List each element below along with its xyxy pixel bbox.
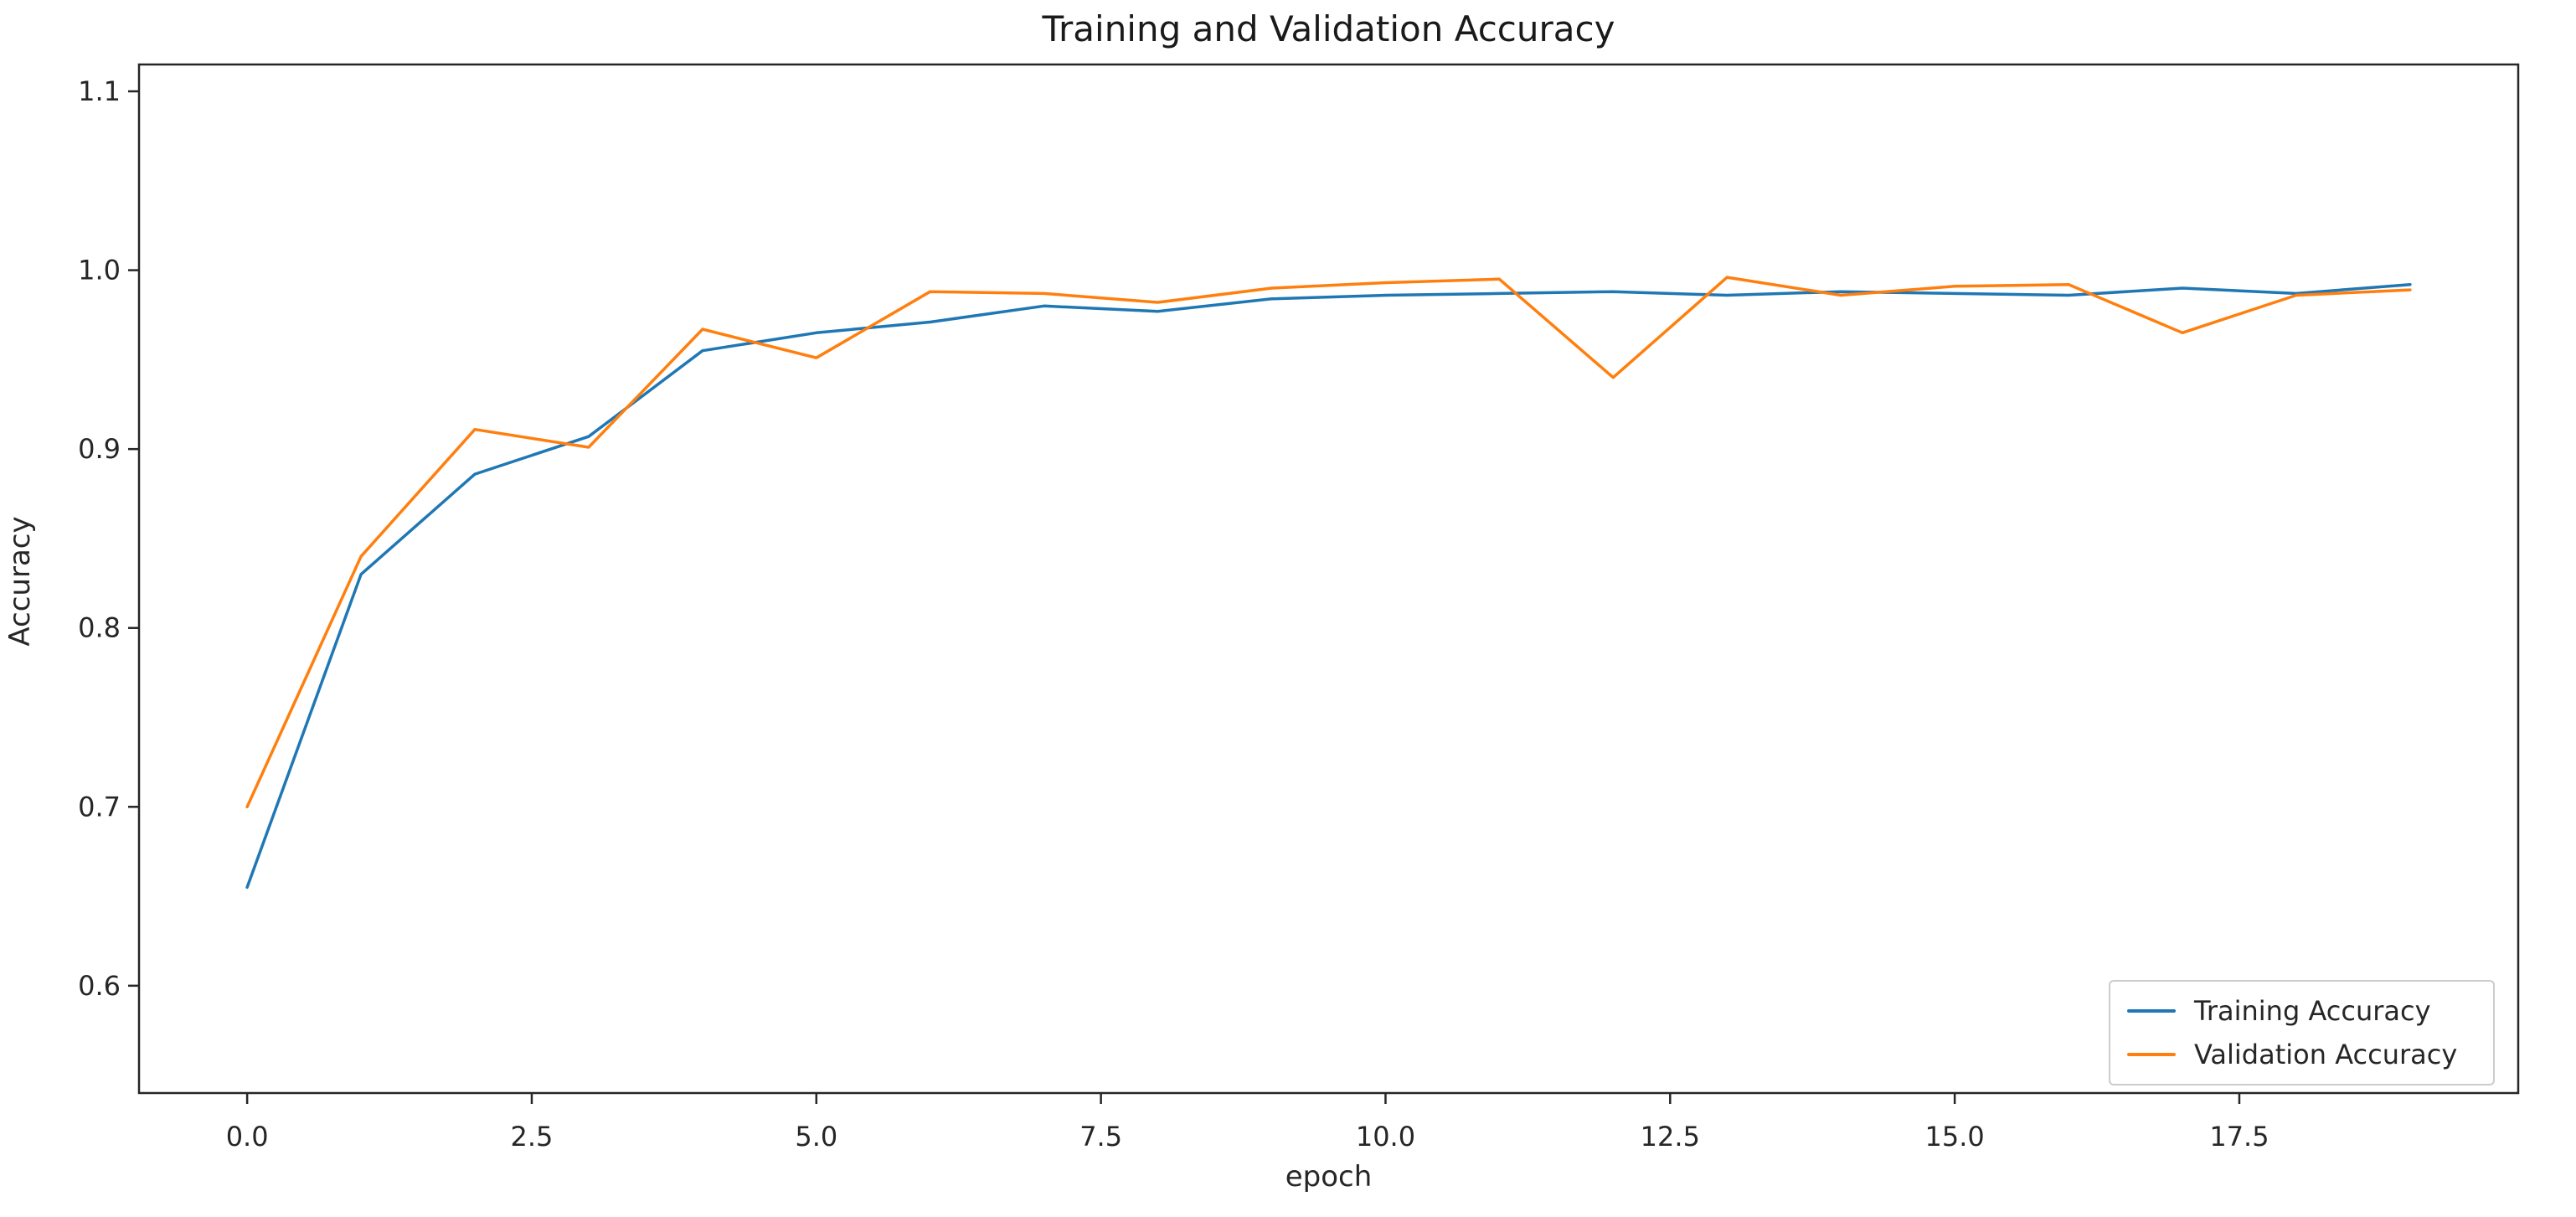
validation-line-sample xyxy=(2127,1053,2176,1056)
x-tick-label: 12.5 xyxy=(1641,1121,1700,1153)
x-tick-label: 15.0 xyxy=(1925,1121,1985,1153)
training-line-sample xyxy=(2127,1009,2176,1013)
x-tick-label: 5.0 xyxy=(795,1121,837,1153)
legend-label-validation: Validation Accuracy xyxy=(2194,1039,2458,1070)
y-tick-label: 0.8 xyxy=(78,612,121,644)
x-tick-label: 10.0 xyxy=(1356,1121,1415,1153)
legend-label-training: Training Accuracy xyxy=(2194,995,2431,1027)
validation-accuracy-line xyxy=(245,276,2412,809)
y-tick-label: 1.0 xyxy=(78,255,121,286)
x-tick-label: 2.5 xyxy=(511,1121,554,1153)
legend-entry-validation: Validation Accuracy xyxy=(2127,1039,2493,1070)
legend: Training Accuracy Validation Accuracy xyxy=(2109,980,2495,1086)
axes-spines xyxy=(137,63,2520,1095)
y-tick-label: 1.1 xyxy=(78,75,121,107)
chart-title: Training and Validation Accuracy xyxy=(1042,8,1615,49)
y-tick-label: 0.9 xyxy=(78,433,121,465)
x-axis-label: epoch xyxy=(1285,1160,1373,1194)
y-tick-label: 0.7 xyxy=(78,791,121,823)
x-tick-label: 0.0 xyxy=(226,1121,269,1153)
x-tick-label: 17.5 xyxy=(2209,1121,2269,1153)
x-tick-label: 7.5 xyxy=(1079,1121,1122,1153)
y-tick-label: 0.6 xyxy=(78,970,121,1002)
training-accuracy-line xyxy=(245,282,2412,890)
y-axis-label: Accuracy xyxy=(3,516,37,647)
legend-entry-training: Training Accuracy xyxy=(2127,995,2493,1027)
